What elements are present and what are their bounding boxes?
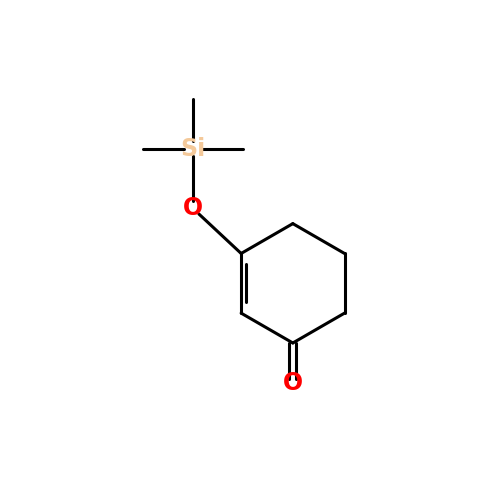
Text: O: O	[283, 372, 303, 396]
Text: Si: Si	[180, 136, 206, 160]
Text: O: O	[182, 196, 203, 220]
